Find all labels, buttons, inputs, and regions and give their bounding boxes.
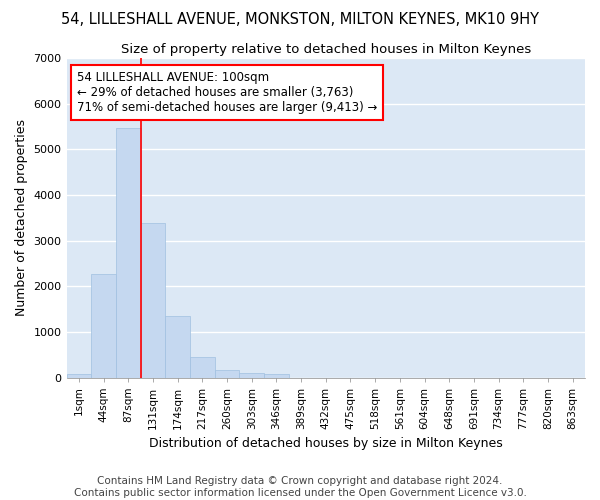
X-axis label: Distribution of detached houses by size in Milton Keynes: Distribution of detached houses by size … [149,437,503,450]
Bar [67,374,91,378]
Bar [140,224,165,378]
Bar [264,374,289,378]
Bar [215,370,239,378]
Bar [91,274,116,378]
Bar [239,373,264,378]
Bar [165,316,190,378]
Title: Size of property relative to detached houses in Milton Keynes: Size of property relative to detached ho… [121,42,531,56]
Text: 54, LILLESHALL AVENUE, MONKSTON, MILTON KEYNES, MK10 9HY: 54, LILLESHALL AVENUE, MONKSTON, MILTON … [61,12,539,28]
Text: Contains HM Land Registry data © Crown copyright and database right 2024.
Contai: Contains HM Land Registry data © Crown c… [74,476,526,498]
Y-axis label: Number of detached properties: Number of detached properties [15,120,28,316]
Text: 54 LILLESHALL AVENUE: 100sqm
← 29% of detached houses are smaller (3,763)
71% of: 54 LILLESHALL AVENUE: 100sqm ← 29% of de… [77,71,377,114]
Bar [190,357,215,378]
Bar [116,128,140,378]
